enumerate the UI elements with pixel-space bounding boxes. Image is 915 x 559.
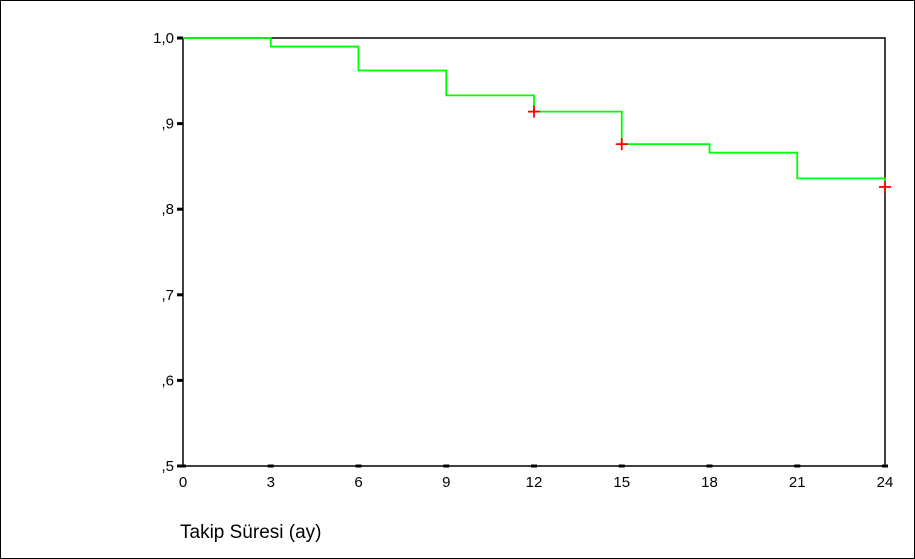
x-tick-label: 21 <box>789 474 806 491</box>
x-tick-label: 12 <box>526 474 543 491</box>
x-tick-label: 0 <box>179 474 187 491</box>
censored-marker <box>528 105 540 118</box>
x-tick-label: 15 <box>613 474 630 491</box>
y-tick-label: ,5 <box>161 458 174 475</box>
x-axis: 0 3 6 9 12 15 18 21 24 <box>179 464 894 491</box>
censored-marker <box>615 138 628 151</box>
y-tick-label: ,9 <box>161 116 174 133</box>
x-tick-label: 24 <box>877 474 894 491</box>
y-tick-label: ,8 <box>161 201 174 218</box>
x-tick-label: 18 <box>701 474 718 491</box>
y-tick-label: ,7 <box>161 287 174 304</box>
y-axis: ,5 ,6 ,7 ,8 ,9 1,0 <box>153 30 183 475</box>
y-tick-label: ,6 <box>161 372 174 389</box>
censored-markers <box>528 105 891 193</box>
y-tick-label: 1,0 <box>153 30 174 47</box>
x-axis-title: Takip Süresi (ay) <box>180 522 322 543</box>
x-tick-label: 3 <box>267 474 275 491</box>
x-tick-label: 6 <box>354 474 362 491</box>
censored-marker <box>879 180 891 193</box>
x-tick-label: 9 <box>442 474 450 491</box>
